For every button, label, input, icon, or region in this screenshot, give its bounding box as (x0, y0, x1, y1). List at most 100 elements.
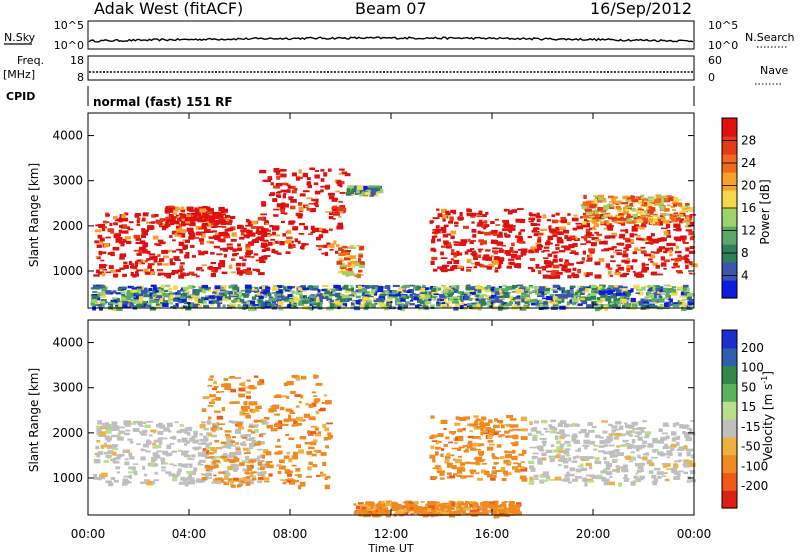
data-cell (266, 303, 272, 307)
data-cell (622, 304, 626, 309)
data-cell (469, 444, 473, 449)
data-cell (509, 426, 514, 428)
data-cell (635, 463, 640, 467)
data-cell (506, 302, 513, 306)
data-cell (375, 187, 381, 191)
data-cell (508, 424, 514, 427)
data-cell (335, 292, 341, 298)
data-cell (177, 468, 182, 473)
data-cell (478, 437, 482, 440)
data-cell (157, 430, 164, 435)
data-cell (542, 440, 547, 445)
data-cell (154, 471, 158, 475)
data-cell (607, 247, 615, 251)
data-cell (243, 452, 251, 455)
data-cell (442, 234, 449, 238)
data-cell (613, 251, 619, 254)
data-cell (662, 213, 666, 216)
data-cell (614, 421, 622, 425)
data-cell (398, 297, 406, 302)
data-cell (615, 470, 620, 473)
data-cell (207, 416, 212, 420)
data-cell (363, 295, 368, 298)
data-cell (398, 287, 406, 290)
data-cell (663, 250, 668, 254)
data-cell (483, 501, 489, 504)
data-cell (257, 299, 261, 302)
data-cell (96, 428, 102, 432)
data-cell (315, 198, 319, 203)
data-cell (604, 461, 610, 464)
data-cell (450, 258, 454, 261)
data-cell (150, 429, 157, 433)
data-cell (146, 480, 153, 486)
data-cell (211, 230, 218, 233)
data-cell (177, 439, 181, 443)
data-cell (606, 224, 613, 229)
data-cell (621, 202, 629, 205)
data-cell (556, 431, 561, 435)
data-cell (582, 221, 587, 225)
data-cell (285, 433, 290, 436)
data-cell (465, 285, 471, 290)
data-cell (240, 231, 245, 236)
data-cell (219, 238, 226, 243)
data-cell (131, 295, 136, 298)
data-cell (165, 207, 171, 209)
data-cell (514, 469, 521, 473)
data-cell (570, 290, 574, 295)
freq-panel: Freq. [MHz] 18 8 60 0 Nave (3, 54, 788, 85)
data-cell (298, 299, 304, 304)
data-cell (216, 253, 223, 256)
data-cell (338, 252, 345, 257)
data-cell (555, 226, 559, 230)
data-cell (252, 408, 260, 412)
data-cell (337, 206, 344, 212)
data-cell (194, 207, 198, 211)
data-cell (223, 453, 228, 456)
power-colorbar-tick-label: 12 (741, 224, 756, 238)
data-cell (209, 456, 215, 458)
data-cell (215, 220, 222, 223)
data-cell (180, 428, 186, 433)
data-cell (535, 215, 542, 218)
data-cell (326, 242, 331, 246)
data-cell (285, 408, 292, 412)
data-cell (686, 297, 692, 301)
data-cell (298, 449, 304, 454)
data-cell (511, 254, 518, 259)
data-cell (164, 284, 171, 288)
data-cell (117, 298, 121, 303)
data-cell (251, 304, 257, 309)
data-cell (491, 240, 498, 243)
data-cell (291, 245, 296, 248)
data-cell (633, 219, 640, 223)
data-cell (640, 246, 646, 249)
data-cell (599, 241, 605, 245)
data-cell (183, 454, 191, 458)
data-cell (646, 206, 650, 210)
data-cell (265, 461, 273, 464)
data-cell (409, 504, 413, 509)
data-cell (444, 508, 448, 511)
data-cell (207, 404, 214, 407)
data-cell (640, 429, 645, 433)
data-cell (354, 307, 361, 311)
data-cell (245, 286, 253, 291)
data-cell (104, 422, 110, 426)
data-cell (225, 454, 230, 456)
data-cell (98, 476, 102, 481)
data-cell (645, 263, 649, 266)
data-cell (428, 511, 432, 515)
data-cell (586, 286, 591, 289)
data-cell (442, 512, 449, 516)
data-cell (174, 232, 182, 237)
data-cell (685, 216, 690, 221)
data-cell (619, 274, 627, 278)
data-cell (214, 267, 222, 270)
data-cell (246, 267, 252, 271)
data-cell (666, 468, 673, 471)
data-cell (344, 257, 351, 261)
data-cell (245, 229, 253, 234)
data-cell (175, 206, 180, 210)
